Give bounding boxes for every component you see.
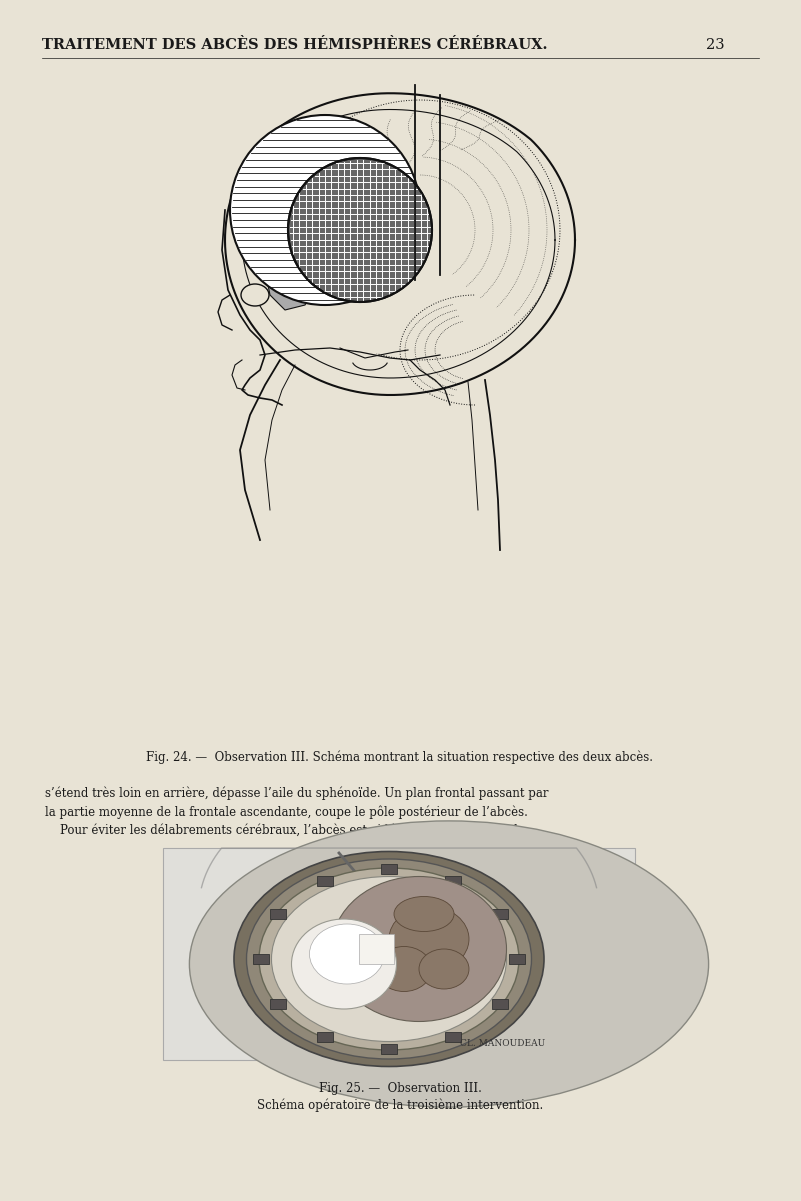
- Bar: [445, 876, 461, 886]
- Text: 23: 23: [706, 38, 725, 52]
- Text: s’étend très loin en arrière, dépasse l’aile du sphénoïde. Un plan frontal passa: s’étend très loin en arrière, dépasse l’…: [45, 785, 549, 800]
- Text: Fig. 24. —  Observation III. Schéma montrant la situation respective des deux ab: Fig. 24. — Observation III. Schéma montr…: [147, 749, 654, 764]
- Ellipse shape: [394, 896, 454, 932]
- Text: Fig. 25. —  Observation III.: Fig. 25. — Observation III.: [319, 1082, 481, 1095]
- Bar: [317, 1032, 333, 1042]
- Bar: [270, 909, 286, 919]
- Bar: [163, 848, 635, 1060]
- Text: Schéma opératoire de la troisième intervention.: Schéma opératoire de la troisième interv…: [257, 1098, 543, 1111]
- Text: TRAITEMENT DES ABCÈS DES HÉMISPHÈRES CÉRÉBRAUX.: TRAITEMENT DES ABCÈS DES HÉMISPHÈRES CÉR…: [42, 38, 548, 52]
- Bar: [381, 1044, 397, 1054]
- Ellipse shape: [288, 159, 432, 301]
- Ellipse shape: [309, 924, 384, 984]
- Ellipse shape: [272, 877, 506, 1041]
- Ellipse shape: [376, 946, 432, 992]
- Text: la partie moyenne de la frontale ascendante, coupe le pôle postérieur de l’abcès: la partie moyenne de la frontale ascenda…: [45, 805, 528, 819]
- Bar: [492, 999, 508, 1009]
- Text: Pour éviter les délabrements cérébraux, l’abcès est vidé (on retire 45 cmc. de: Pour éviter les délabrements cérébraux, …: [45, 824, 525, 837]
- Ellipse shape: [332, 877, 506, 1022]
- Ellipse shape: [189, 821, 709, 1107]
- Polygon shape: [265, 265, 315, 310]
- Ellipse shape: [234, 852, 544, 1066]
- Bar: [253, 954, 269, 964]
- Bar: [509, 954, 525, 964]
- Bar: [492, 909, 508, 919]
- Bar: [270, 999, 286, 1009]
- Ellipse shape: [259, 868, 519, 1050]
- Bar: [381, 864, 397, 874]
- Text: CL. MANOUDEAU: CL. MANOUDEAU: [461, 1039, 545, 1048]
- Ellipse shape: [230, 115, 420, 305]
- Bar: [359, 934, 394, 964]
- Bar: [445, 1032, 461, 1042]
- Ellipse shape: [241, 283, 269, 306]
- Bar: [317, 876, 333, 886]
- Ellipse shape: [292, 919, 396, 1009]
- Ellipse shape: [419, 949, 469, 988]
- Ellipse shape: [247, 859, 532, 1059]
- Ellipse shape: [389, 907, 469, 972]
